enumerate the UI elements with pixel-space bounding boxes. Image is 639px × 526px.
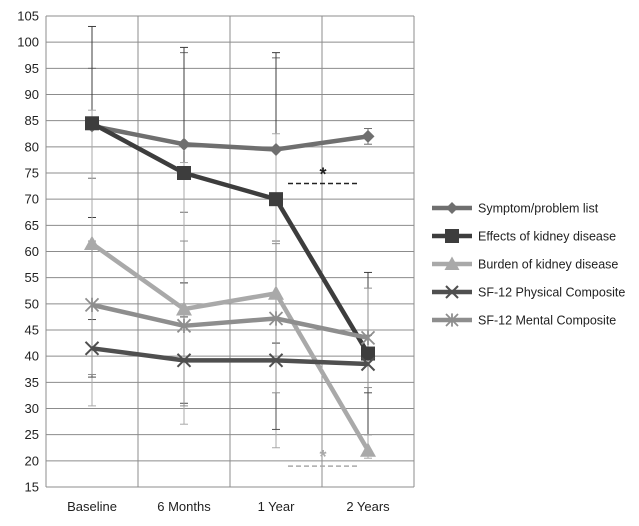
y-tick-label: 80 [25,139,39,154]
marker-x-stroke [84,341,100,356]
y-tick-label: 25 [25,427,39,442]
legend-item: Effects of kidney disease [432,229,616,244]
y-tick-label: 70 [25,192,39,207]
marker-triangle [84,235,100,251]
y-tick-label: 50 [25,296,39,311]
series-lines [90,121,370,452]
x-tick-label: Baseline [67,499,117,514]
marker-x [445,285,459,299]
legend-item: Symptom/problem list [432,202,599,216]
marker-square [177,166,191,180]
x-tick-label: 6 Months [157,499,211,514]
legend-item: SF-12 Physical Composite [432,285,625,300]
y-tick-label: 65 [25,218,39,233]
marker-square [361,346,375,361]
significance-annotations: ** [288,164,358,467]
marker-x [84,341,100,356]
marker-triangle [360,442,376,457]
y-tick-label: 15 [25,480,39,495]
marker-star [360,330,376,345]
significance-asterisk: * [319,164,326,184]
y-axis-ticks: 15 20 25 30 35 40 45 50 55 60 65 70 75 80 85 90 95 100 105 [17,9,39,495]
y-tick-label: 105 [17,9,39,24]
y-tick-label: 40 [25,349,39,364]
marker-diamond [269,142,283,156]
legend: Symptom/problem list Effects of kidney di… [432,202,625,328]
series-line [90,241,370,452]
y-tick-label: 100 [17,35,39,50]
marker-square [269,192,283,207]
series-line [91,346,369,367]
marker-x-stroke [445,285,459,299]
significance-marker: * [288,447,358,467]
y-tick-label: 85 [25,113,39,128]
y-tick-label: 90 [25,87,39,102]
legend-label: Effects of kidney disease [478,230,616,244]
series-markers [84,116,376,457]
marker-square [85,116,99,131]
marker-star [84,297,100,313]
y-tick-label: 55 [25,270,39,285]
marker-triangle [268,285,284,300]
y-tick-label: 20 [25,453,39,468]
marker-diamond [446,202,458,214]
y-tick-label: 45 [25,323,39,338]
marker-diamond [177,137,191,151]
y-tick-label: 60 [25,244,39,259]
legend-item: Burden of kidney disease [432,256,618,272]
significance-marker: * [288,164,358,184]
marker-x [360,356,376,372]
x-axis-ticks: Baseline 6 Months 1 Year 2 Years [67,499,390,514]
y-tick-label: 95 [25,61,39,76]
x-tick-label: 2 Years [346,499,390,514]
legend-label: Symptom/problem list [478,202,599,216]
marker-x [176,353,192,368]
y-tick-label: 75 [25,166,39,181]
legend-label: SF-12 Physical Composite [478,286,625,300]
significance-asterisk: * [319,447,326,467]
legend-label: Burden of kidney disease [478,258,618,272]
legend-item: SF-12 Mental Composite [432,313,616,328]
marker-x-stroke [176,353,192,368]
marker-star [176,318,192,333]
series-line [91,123,369,152]
series-line [91,302,369,341]
series-line [90,121,370,355]
x-tick-label: 1 Year [258,499,296,514]
marker-triangle [444,256,460,270]
y-tick-label: 35 [25,375,39,390]
marker-square [445,229,459,243]
marker-x [268,353,284,368]
marker-star [268,311,284,326]
marker-triangle [176,301,192,316]
y-tick-label: 30 [25,401,39,416]
marker-star [445,313,459,327]
marker-x-stroke [268,353,284,368]
marker-x-stroke [360,356,376,372]
legend-label: SF-12 Mental Composite [478,314,616,328]
marker-diamond [361,129,375,143]
